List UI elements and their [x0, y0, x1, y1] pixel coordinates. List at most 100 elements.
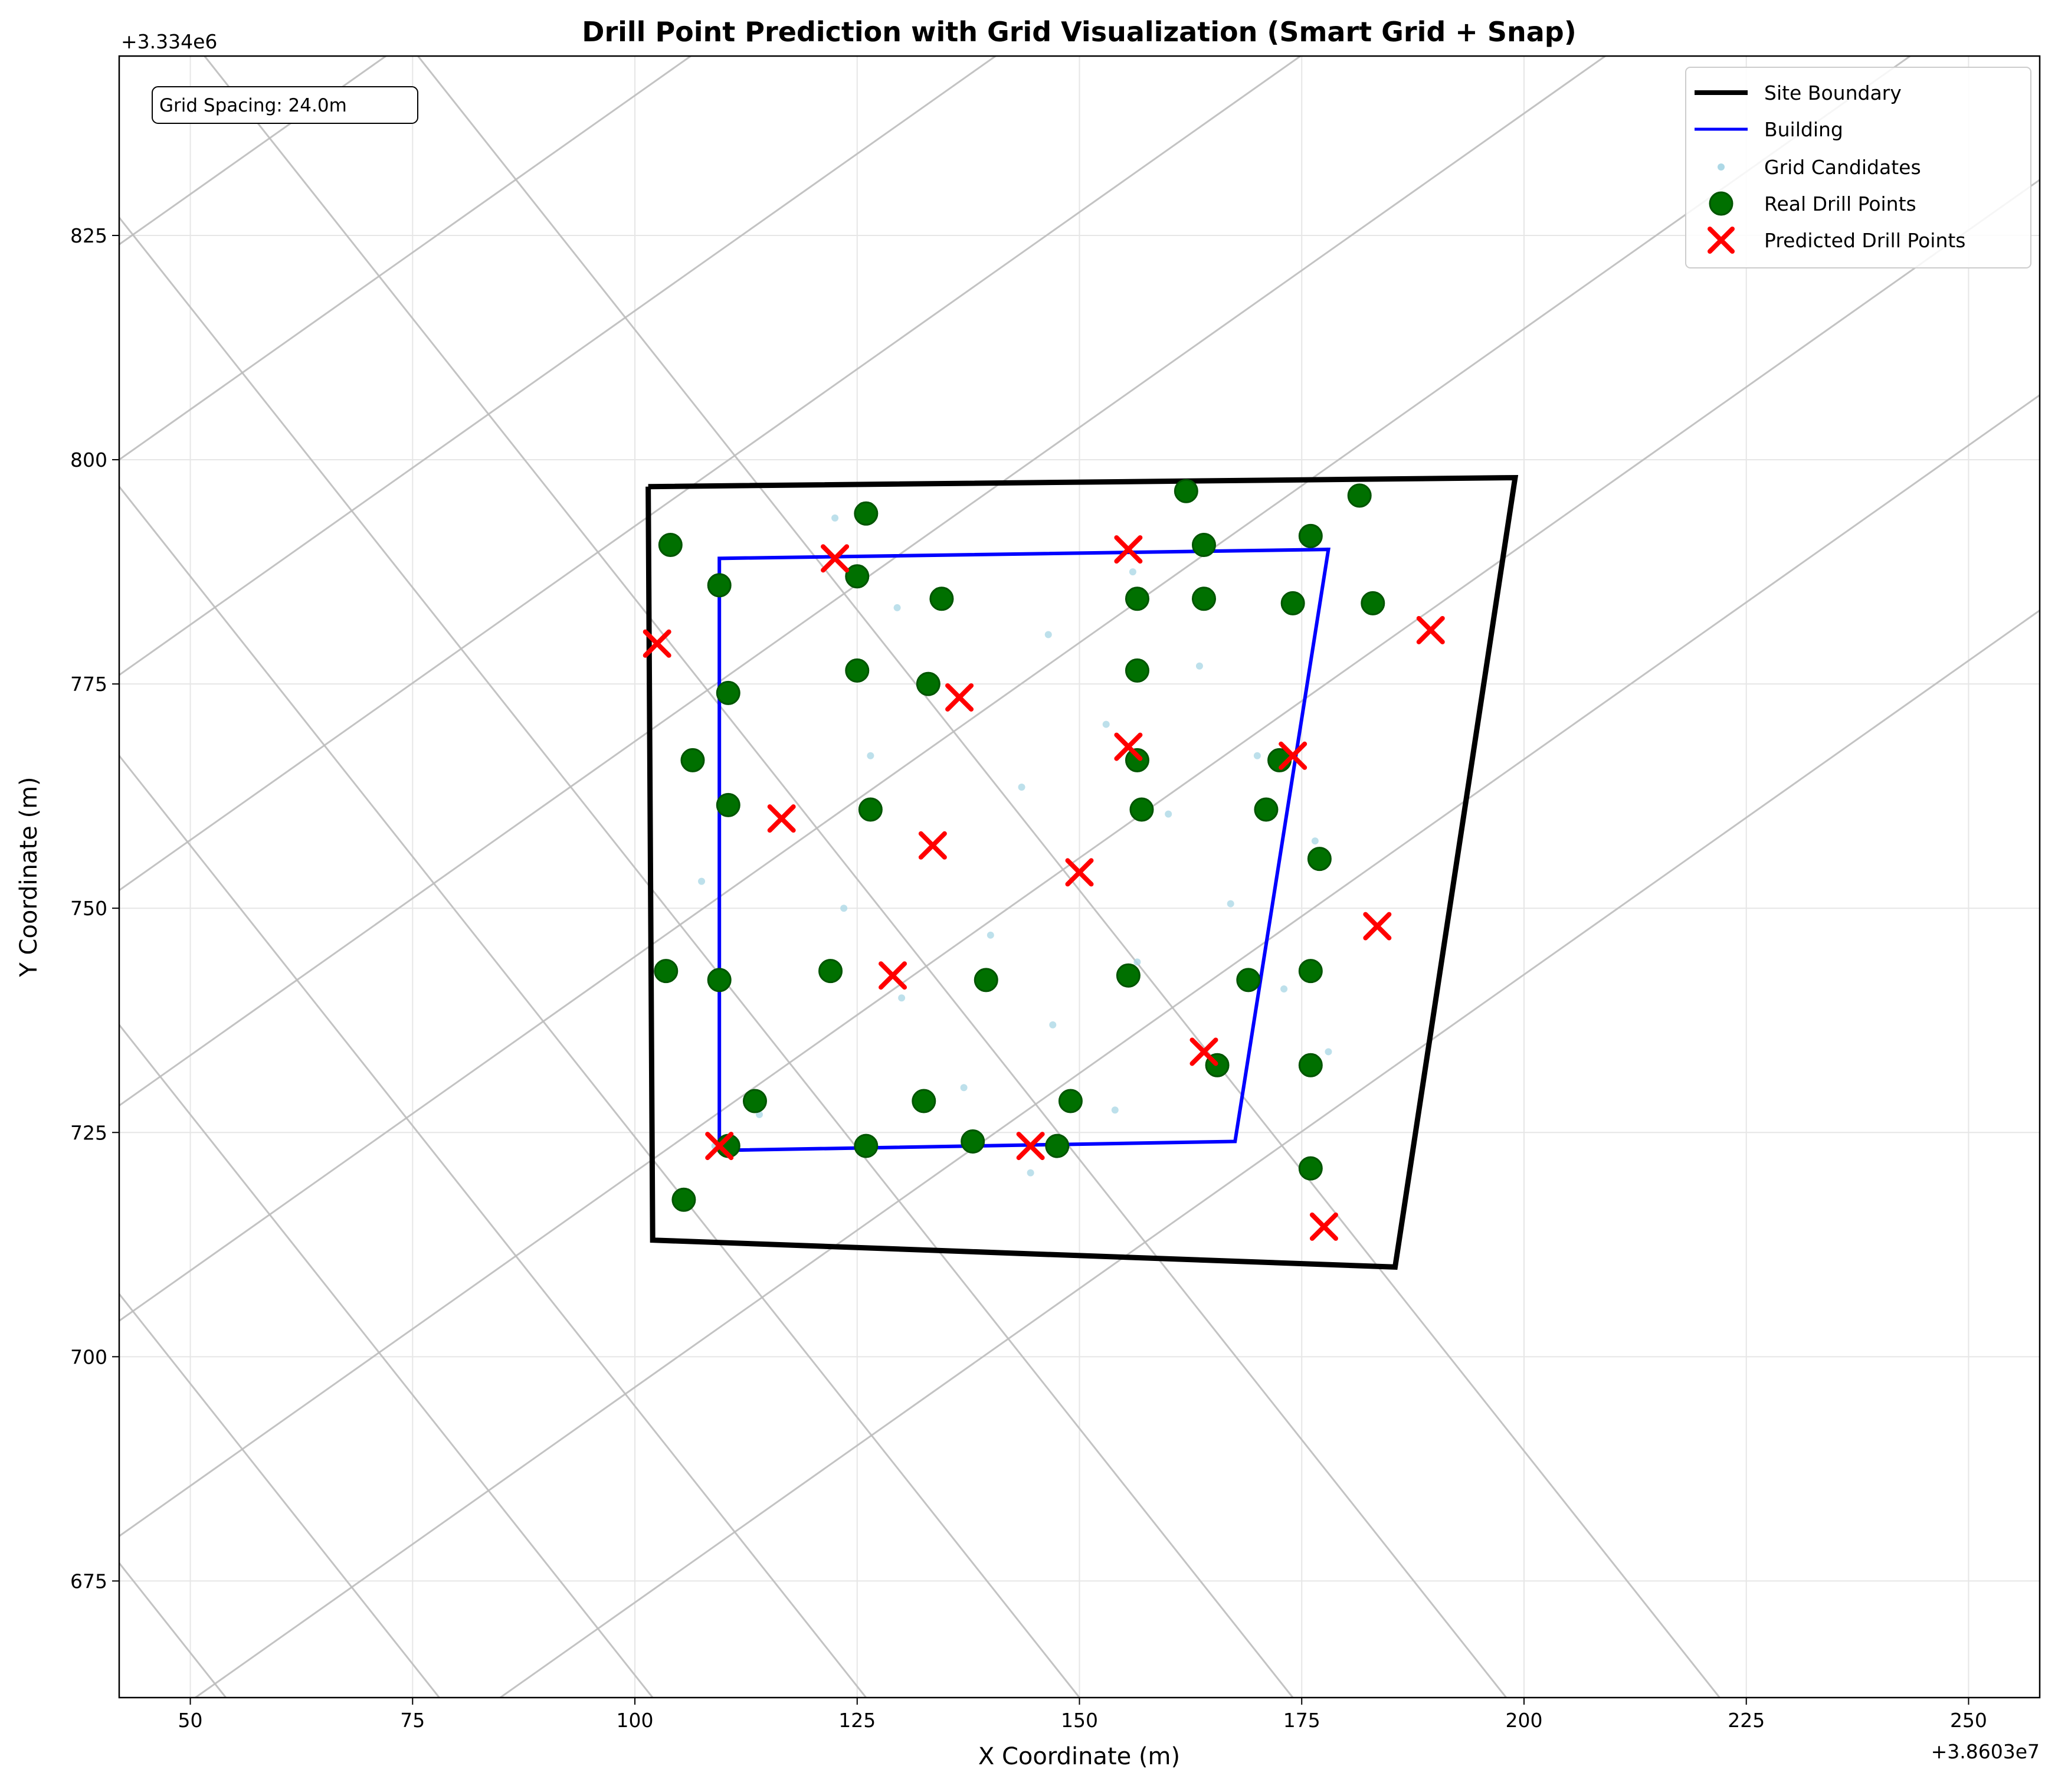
- predicted-drill-point: [918, 831, 947, 860]
- real-drill-point: [707, 968, 732, 992]
- predicted-drill-point: [1114, 535, 1143, 564]
- real-drill-point: [1116, 963, 1141, 988]
- gridlines: [119, 56, 2040, 1698]
- grid-candidate-point: [698, 877, 706, 885]
- grid-line: [119, 754, 867, 1698]
- legend-frame: [1685, 67, 2031, 268]
- grid-candidate-point: [1049, 1021, 1057, 1028]
- grid-candidate-point: [831, 514, 839, 522]
- x-tick-label: 100: [617, 1709, 654, 1732]
- y-tick-label: 800: [70, 448, 107, 471]
- predicted-drill-point: [643, 629, 671, 658]
- real-drill-point: [1129, 797, 1154, 822]
- real-drill-point: [1254, 797, 1279, 822]
- y-tick-label: 825: [70, 224, 107, 247]
- grid-candidate-point: [987, 931, 994, 939]
- real-drill-point: [1236, 968, 1261, 992]
- grid-line: [119, 1292, 441, 1698]
- x-tick-label: 250: [1950, 1709, 1987, 1732]
- grid-line: [194, 394, 2040, 1698]
- x-tick-label: 175: [1283, 1709, 1320, 1732]
- predicted-drill-point-stroke: [1309, 1212, 1338, 1241]
- legend-real-drill-swatch: [1709, 191, 1733, 216]
- real-drill-point: [974, 968, 998, 992]
- legend-grid-candidates-swatch: [1718, 163, 1725, 171]
- plot-series: [643, 474, 1519, 1270]
- y-tick-label: 775: [70, 673, 107, 696]
- real-drill-point: [929, 587, 954, 611]
- real-drill-point: [916, 671, 940, 696]
- predicted-drill-point-stroke: [705, 1132, 734, 1161]
- predicted-drill-point-stroke: [1189, 1037, 1218, 1066]
- grid-line: [119, 56, 998, 676]
- grid-candidate-point: [1129, 568, 1136, 576]
- grid-line: [119, 1561, 227, 1698]
- predicted-drill-point: [1114, 732, 1143, 761]
- y-tick-label: 750: [70, 897, 107, 920]
- real-drill-point: [1347, 483, 1372, 508]
- grid-candidate-point: [1018, 783, 1025, 791]
- predicted-drill-point-stroke: [767, 804, 796, 833]
- real-drill-point: [961, 1129, 985, 1154]
- real-drill-point: [658, 533, 683, 558]
- legend-site-boundary-label: Site Boundary: [1764, 81, 1902, 104]
- predicted-drill-point: [1416, 615, 1445, 644]
- building-outline-line: [717, 548, 1331, 1152]
- real-drill-point: [716, 792, 740, 817]
- real-drill-point: [1298, 1053, 1323, 1077]
- legend-predicted-drill-swatch: [1708, 227, 1735, 254]
- real-drill-point: [1298, 523, 1323, 548]
- grid-candidate-point: [1227, 900, 1234, 908]
- predicted-drill-point-stroke: [821, 544, 850, 573]
- real-drill-point: [1298, 1156, 1323, 1181]
- predicted-drill-point-stroke: [918, 831, 947, 860]
- real-drill-point: [1174, 479, 1198, 503]
- predicted-drill-point: [1189, 1037, 1218, 1066]
- chart-title: Drill Point Prediction with Grid Visuali…: [582, 16, 1576, 48]
- predicted-drill-point-stroke: [1363, 912, 1392, 941]
- predicted-drill-point-stroke: [945, 683, 974, 712]
- x-axis-label: X Coordinate (m): [978, 1743, 1180, 1770]
- real-drill-point: [912, 1089, 936, 1113]
- predicted-drill-point: [1016, 1132, 1045, 1161]
- y-offset-label: +3.334e6: [121, 30, 217, 53]
- real-drill-point: [845, 564, 870, 589]
- annotation-box: [152, 86, 418, 124]
- grid-candidate-point: [1165, 810, 1172, 818]
- real-drill-point: [1125, 587, 1149, 611]
- real-drill-point: [1361, 591, 1385, 615]
- real-drill-point: [707, 573, 732, 598]
- real-drill-point: [854, 1133, 879, 1158]
- predicted-drill-point: [1309, 1212, 1338, 1241]
- grid-spacing-annotation: Grid Spacing: 24.0m: [152, 86, 418, 124]
- predicted-drill-point-stroke: [1114, 732, 1143, 761]
- grid-candidate-point: [1280, 985, 1288, 993]
- predicted-drill-point: [821, 544, 850, 573]
- grid-line: [499, 609, 2040, 1698]
- grid-candidate-point: [1102, 720, 1110, 728]
- x-tick-label: 150: [1061, 1709, 1098, 1732]
- predicted-drill-point-stroke: [643, 629, 671, 658]
- predicted-drill-point: [705, 1132, 734, 1161]
- real-drill-point: [1058, 1089, 1083, 1113]
- predicted-drill-point-stroke: [1016, 1132, 1045, 1161]
- legend-predicted-drill-label: Predicted Drill Points: [1764, 229, 1966, 252]
- predicted-drill-point-stroke: [1065, 858, 1094, 887]
- grid-candidate-point: [960, 1084, 968, 1092]
- grid-line: [119, 56, 1607, 1107]
- predicted-drill-point: [1279, 741, 1307, 770]
- real-drill-point: [680, 748, 705, 772]
- x-tick-label: 75: [400, 1709, 425, 1732]
- real-drill-point: [818, 959, 843, 984]
- x-tick-label: 200: [1505, 1709, 1542, 1732]
- real-drill-point: [1125, 748, 1149, 772]
- legend-building-label: Building: [1764, 118, 1843, 141]
- predicted-drill-point: [879, 961, 907, 990]
- x-tick-label: 225: [1728, 1709, 1765, 1732]
